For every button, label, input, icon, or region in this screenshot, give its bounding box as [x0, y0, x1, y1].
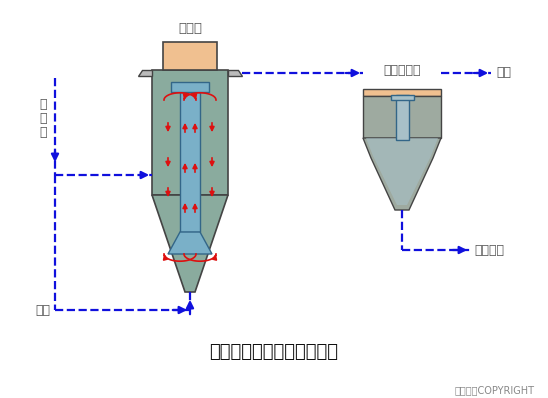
Bar [171, 82, 209, 92]
Text: 二次沉淀池: 二次沉淀池 [383, 64, 421, 76]
Text: 空气: 空气 [35, 304, 50, 316]
Text: 污泥排放: 污泥排放 [474, 244, 504, 256]
Polygon shape [168, 232, 212, 254]
Polygon shape [138, 70, 152, 76]
Polygon shape [228, 70, 242, 76]
Bar [363, 96, 441, 138]
Text: 原
污
水: 原 污 水 [39, 98, 47, 139]
Bar [180, 88, 200, 232]
Polygon shape [366, 138, 438, 205]
Bar [363, 89, 441, 96]
Text: 东方仿真COPYRIGHT: 东方仿真COPYRIGHT [455, 385, 535, 395]
Polygon shape [363, 138, 441, 210]
Bar [163, 42, 217, 70]
Polygon shape [152, 195, 228, 292]
Bar [152, 70, 228, 195]
Bar [391, 95, 414, 100]
Bar [396, 95, 409, 140]
Text: 流化床: 流化床 [178, 21, 202, 35]
Text: 三相生物流化床的工艺流程: 三相生物流化床的工艺流程 [209, 343, 339, 361]
Text: 出水: 出水 [496, 66, 511, 80]
